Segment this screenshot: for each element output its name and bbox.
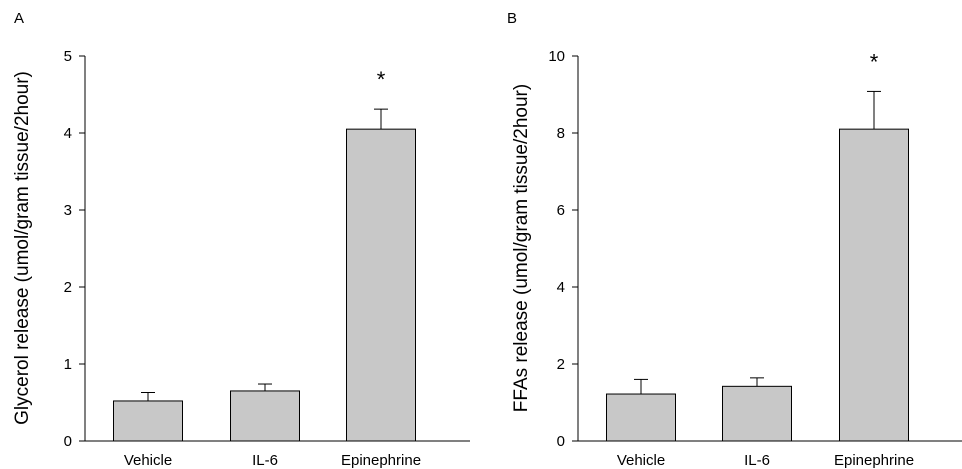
bar-vehicle (113, 400, 183, 442)
panel-b-x-tick-labels: Vehicle IL-6 Epinephrine (617, 452, 914, 469)
bar-il-6 (722, 385, 792, 442)
x-tick-label: Vehicle (124, 452, 172, 469)
panel-a: A Glycerol release (umol/gram tissue/2ho… (12, 10, 470, 469)
y-tick-label: 5 (64, 48, 72, 65)
bar-il-6 (230, 390, 300, 442)
panel-b-y-axis-label: FFAs release (umol/gram tissue/2hour) (511, 84, 532, 412)
panel-b-bars: * (606, 49, 909, 442)
y-tick-label: 0 (557, 433, 565, 450)
y-tick-label: 10 (548, 48, 565, 65)
significance-marker: * (377, 67, 386, 92)
significance-marker: * (870, 49, 879, 74)
panel-a-label: A (14, 10, 24, 27)
panel-a-y-ticks: 0 1 2 3 4 5 (64, 48, 85, 450)
x-tick-label: IL-6 (252, 452, 278, 469)
x-tick-label: Epinephrine (341, 452, 421, 469)
y-tick-label: 2 (557, 356, 565, 373)
y-tick-label: 4 (64, 125, 72, 142)
y-tick-label: 2 (64, 279, 72, 296)
x-tick-label: IL-6 (744, 452, 770, 469)
x-tick-label: Vehicle (617, 452, 665, 469)
y-tick-label: 8 (557, 125, 565, 142)
panel-b-y-ticks: 0 2 4 6 8 10 (548, 48, 578, 450)
bar-vehicle (606, 393, 676, 442)
x-tick-label: Epinephrine (834, 452, 914, 469)
panel-a-bars: * (113, 67, 416, 442)
panel-b-label: B (507, 10, 517, 27)
panel-a-y-axis-label: Glycerol release (umol/gram tissue/2hour… (12, 71, 33, 425)
y-tick-label: 3 (64, 202, 72, 219)
panel-a-x-tick-labels: Vehicle IL-6 Epinephrine (124, 452, 421, 469)
bar-epinephrine (346, 128, 416, 442)
y-tick-label: 4 (557, 279, 565, 296)
y-tick-label: 0 (64, 433, 72, 450)
y-tick-label: 1 (64, 356, 72, 373)
y-tick-label: 6 (557, 202, 565, 219)
panel-b: B FFAs release (umol/gram tissue/2hour) … (507, 10, 962, 469)
bar-epinephrine (839, 128, 909, 442)
